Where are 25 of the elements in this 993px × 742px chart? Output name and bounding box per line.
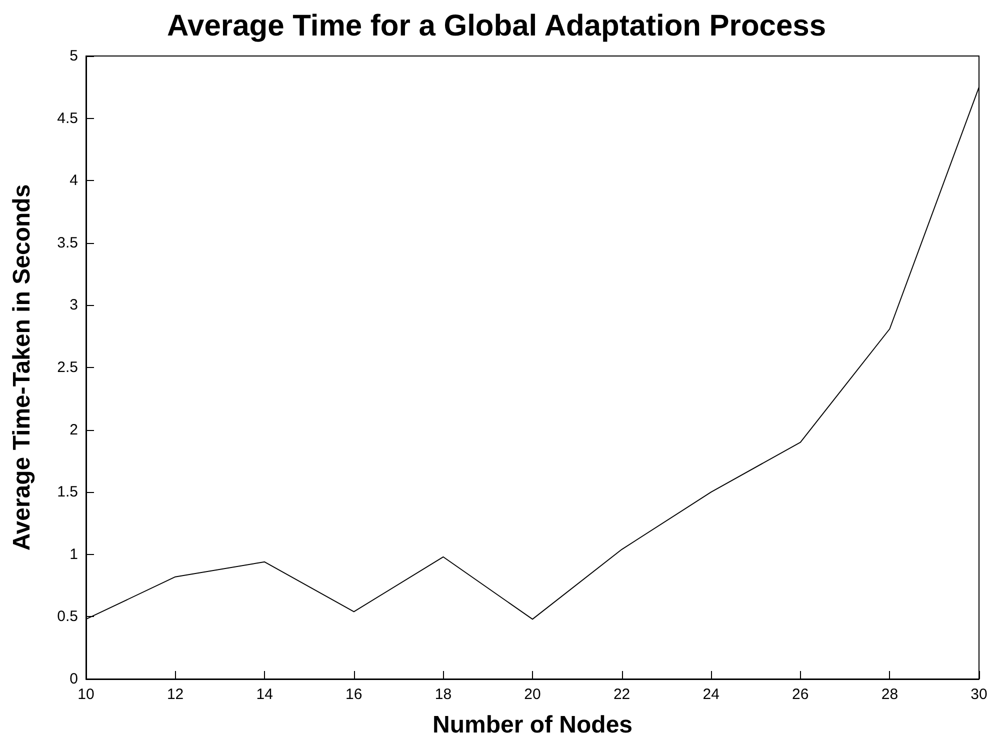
x-tick-label: 16 [346, 686, 362, 703]
y-tick-label: 1.5 [57, 484, 78, 501]
y-tick-label: 0 [70, 670, 78, 688]
x-tick-label: 30 [970, 686, 988, 703]
y-axis-title: Average Time-Taken in Seconds [8, 184, 36, 551]
x-tick-label: 20 [524, 686, 541, 703]
x-tick-label: 12 [166, 686, 184, 703]
x-tick-label: 24 [702, 686, 720, 703]
x-tick-label: 14 [256, 686, 273, 703]
y-tick-label: 2.5 [57, 359, 78, 376]
x-tick-label: 26 [792, 686, 809, 703]
x-tick-label: 22 [613, 686, 630, 703]
chart-title: Average Time for a Global Adaptation Process [166, 10, 826, 42]
y-tick-label: 4 [70, 172, 78, 190]
y-tick-label: 3.5 [57, 234, 78, 252]
y-tick-label: 3 [70, 296, 78, 314]
y-tick-label: 2 [70, 421, 78, 438]
x-axis-title: Number of Nodes [432, 712, 633, 738]
y-tick-label: 1 [70, 546, 78, 563]
y-tick-label: 5 [70, 48, 78, 64]
y-tick-label: 0.5 [57, 608, 78, 626]
x-tick-label: 10 [78, 686, 94, 703]
x-tick-label: 18 [434, 686, 452, 703]
y-tick-label: 4.5 [57, 110, 78, 127]
x-tick-label: 28 [881, 686, 898, 703]
